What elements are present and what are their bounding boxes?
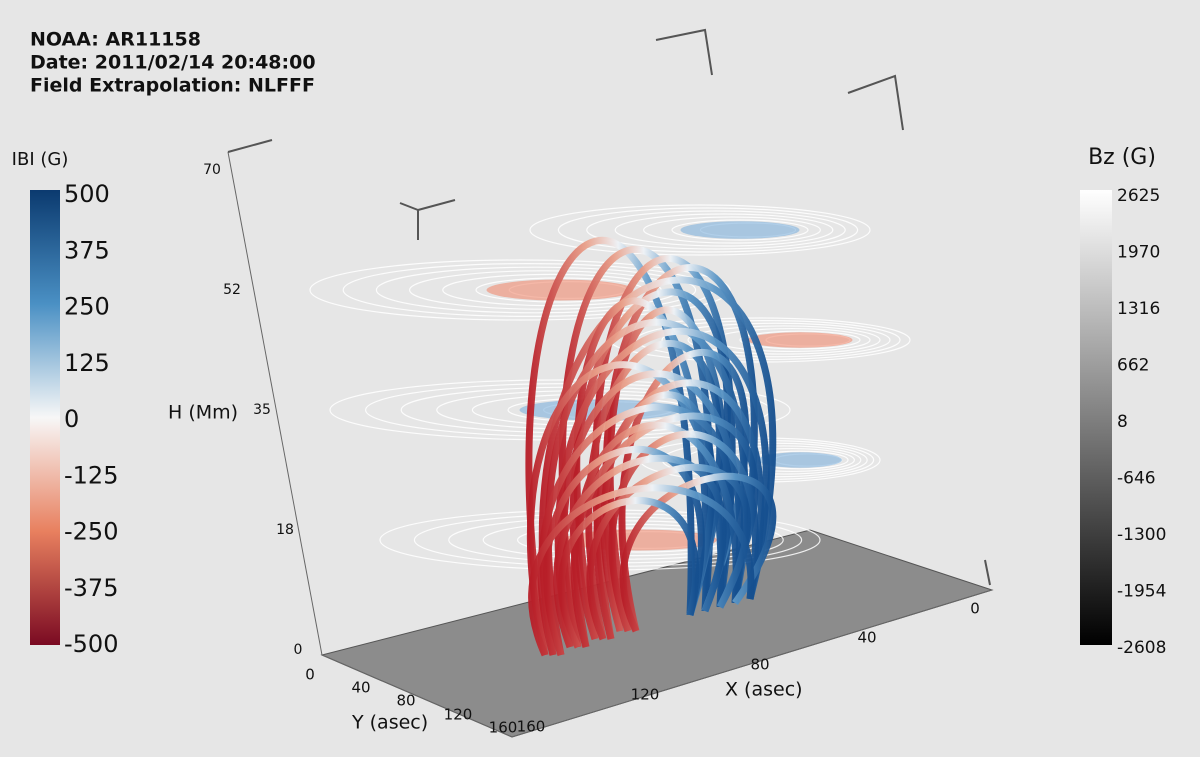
right-colorbar-tick: -1954: [1117, 582, 1166, 602]
field-line: [543, 445, 705, 657]
contour: [375, 266, 697, 314]
left-colorbar-title: IBI (G): [12, 149, 69, 170]
contour: [309, 259, 731, 321]
field-line: [553, 454, 727, 649]
right-colorbar-tick: 8: [1117, 412, 1128, 432]
field-line: [575, 421, 740, 641]
header-line: Date: 2011/02/14 20:48:00: [30, 52, 316, 74]
left-colorbar-tick: 125: [64, 349, 110, 377]
x-tick-label: 40: [857, 629, 876, 647]
h-tick-label: 52: [223, 282, 241, 298]
x-tick-label: 120: [631, 686, 660, 704]
photosphere-plane: [320, 529, 994, 738]
y-tick-label: 80: [396, 692, 415, 710]
h-tick-label: 18: [276, 522, 294, 538]
h-axis-line: [227, 151, 323, 656]
field-line: [619, 472, 777, 633]
y-tick-label: 40: [351, 679, 370, 697]
right-colorbar: [1080, 190, 1112, 645]
right-colorbar-title: Bz (G): [1088, 145, 1156, 170]
bounding-box-corners: [227, 28, 991, 586]
h-tick-label: 0: [294, 642, 303, 658]
field-line: [538, 276, 777, 656]
field-line: [586, 464, 751, 641]
contour: [739, 330, 861, 350]
contour-fill: [758, 452, 842, 468]
field-line: [528, 484, 755, 657]
y-tick-label: 0: [305, 666, 315, 684]
x-tick-label: 0: [970, 600, 980, 618]
left-colorbar-tick: -250: [64, 518, 118, 546]
left-colorbar-tick: 375: [64, 236, 110, 264]
header-line: Field Extrapolation: NLFFF: [30, 75, 315, 97]
x-axis-label: X (asec): [725, 679, 803, 701]
h-tick-label: 70: [203, 162, 221, 178]
contour: [671, 219, 809, 241]
right-colorbar-tick: 1970: [1117, 243, 1160, 263]
contour-fill: [680, 221, 800, 239]
y-axis-label: Y (asec): [351, 712, 428, 734]
y-tick-label: 120: [444, 706, 473, 724]
field-line: [557, 496, 700, 649]
right-colorbar-tick: -1300: [1117, 525, 1166, 545]
x-tick-label: 160: [517, 718, 546, 736]
right-colorbar-tick: 2625: [1117, 186, 1160, 206]
h-tick-label: 35: [253, 402, 271, 418]
left-colorbar-tick: -375: [64, 574, 118, 602]
h-axis-label: H (Mm): [168, 402, 238, 424]
contour: [642, 216, 821, 244]
contour: [687, 325, 881, 355]
right-colorbar-tick: -2608: [1117, 638, 1166, 658]
header-line: NOAA: AR11158: [30, 29, 201, 51]
contour: [586, 210, 846, 250]
contour: [557, 207, 859, 253]
left-colorbar-tick: 250: [64, 293, 110, 321]
y-axis-line: [321, 654, 513, 738]
left-colorbar: [30, 190, 60, 645]
contour-fill: [747, 332, 853, 348]
contour: [661, 322, 891, 358]
x-tick-label: 80: [750, 656, 769, 674]
left-colorbar-tick: -500: [64, 630, 118, 658]
scene: [227, 28, 994, 738]
field-line: [608, 430, 759, 633]
contour: [529, 204, 871, 256]
left-colorbar-tick: 500: [64, 180, 110, 208]
right-colorbar-tick: 1316: [1117, 299, 1160, 319]
left-colorbar-tick: -125: [64, 461, 118, 489]
y-tick-label: 160: [489, 719, 518, 737]
contour: [614, 213, 834, 247]
right-colorbar-tick: -646: [1117, 469, 1156, 489]
right-colorbar-tick: 662: [1117, 356, 1149, 376]
left-colorbar-tick: 0: [64, 405, 79, 433]
x-axis-line: [511, 589, 993, 738]
